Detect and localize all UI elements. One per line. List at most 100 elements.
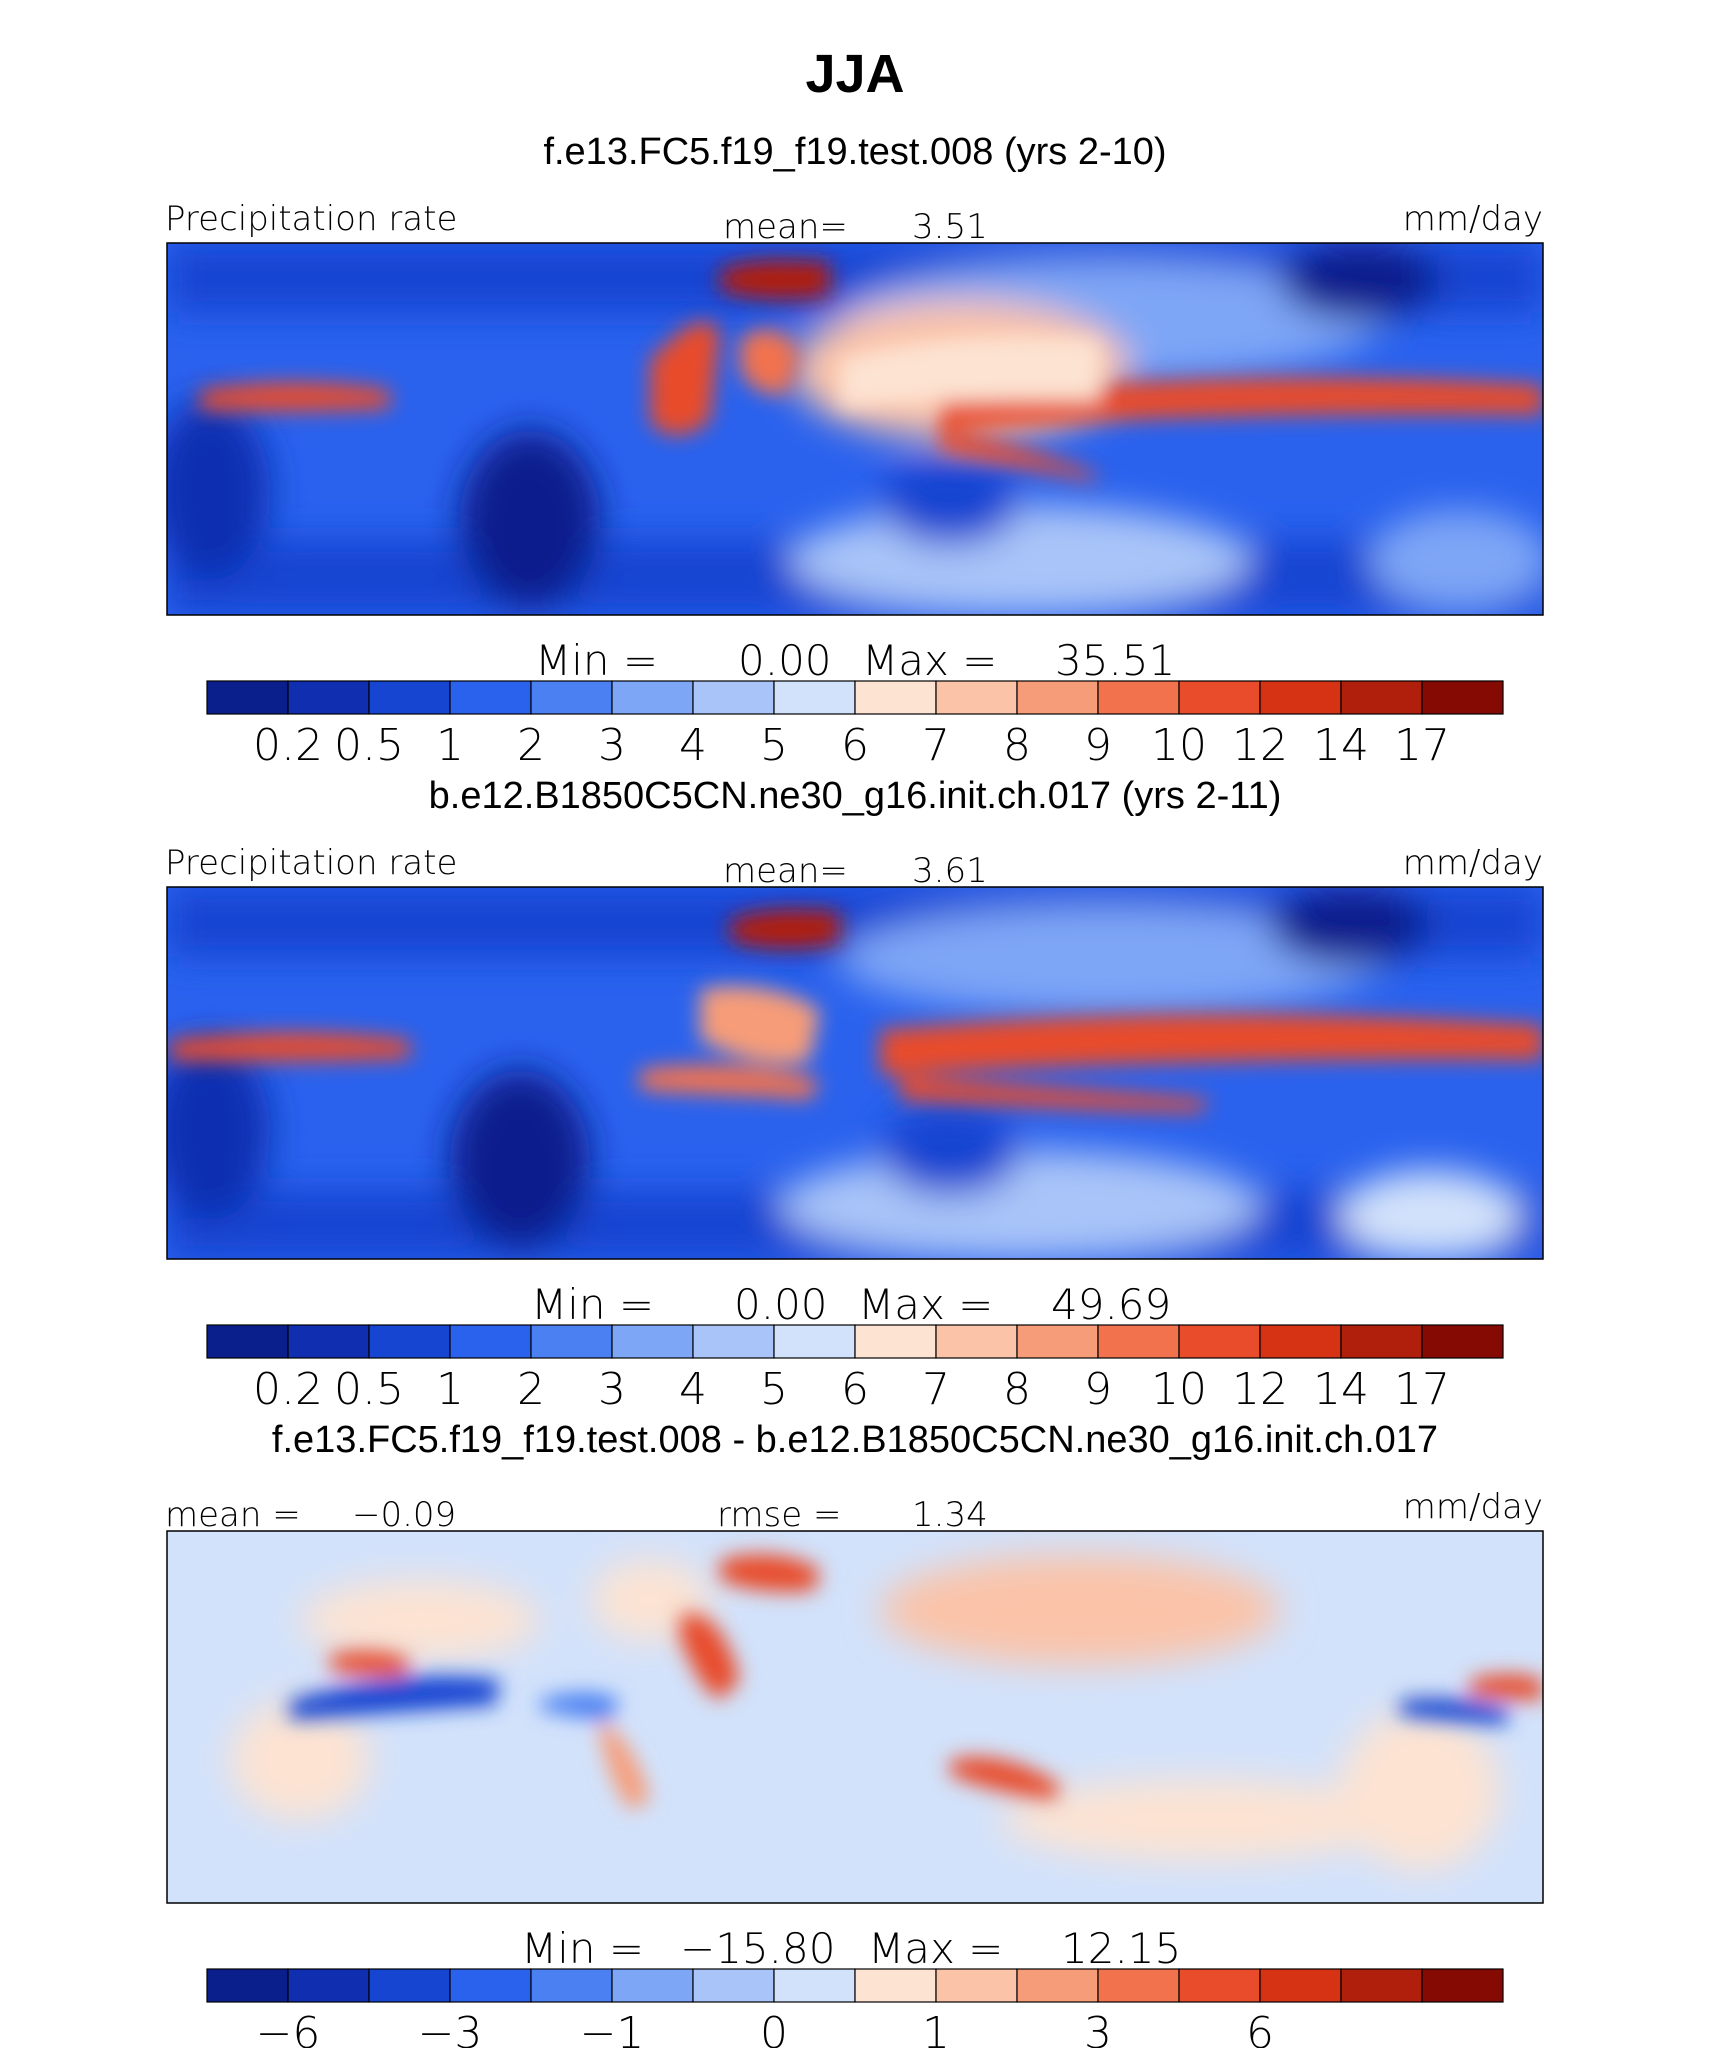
panel-3-colorbar-box: [449, 1968, 532, 2003]
panel-1-colorbar-tick-label: 6: [841, 720, 869, 771]
panel-1-min-value: 0.00: [738, 636, 832, 685]
panel-2-colorbar-box: [287, 1324, 370, 1359]
panel-3-mean-label: mean =: [165, 1495, 301, 1535]
panel-1-colorbar-box: [1259, 680, 1342, 715]
panel-2-map: [167, 887, 1543, 1259]
panel-1-mean-value: 3.51: [912, 207, 988, 247]
panel-2-colorbar-tick-label: 2: [517, 1364, 545, 1415]
panel-2-colorbar-tick-label: 0.5: [334, 1364, 404, 1415]
panel-2-mean-label: mean=: [723, 851, 848, 891]
panel-3: f.e13.FC5.f19_f19.test.008 - b.e12.B1850…: [165, 1419, 1544, 2048]
panel-3-case-title: f.e13.FC5.f19_f19.test.008 - b.e12.B1850…: [272, 1419, 1438, 1461]
panel-2-colorbar-tick-label: 14: [1313, 1364, 1369, 1415]
panel-3-mean-value: −0.09: [352, 1495, 456, 1535]
panel-1-colorbar-tick-label: 1: [436, 720, 464, 771]
panel-1-colorbar-box: [935, 680, 1018, 715]
panel-2-colorbar-tick-label: 8: [1003, 1364, 1031, 1415]
panel-2-colorbar-box: [773, 1324, 856, 1359]
panel-3-colorbar-tick-label: 0: [760, 2008, 788, 2048]
panel-3-colorbar-box: [1178, 1968, 1261, 2003]
panel-3-colorbar-box: [854, 1968, 937, 2003]
panel-1-case-title: f.e13.FC5.f19_f19.test.008 (yrs 2-10): [543, 131, 1166, 173]
panel-3-colorbar-box: [1016, 1968, 1099, 2003]
panel-2-colorbar-tick-label: 5: [760, 1364, 788, 1415]
panel-3-frame: [166, 1530, 1544, 1904]
panel-1-max-value: 35.51: [1055, 636, 1175, 685]
panel-3-colorbar-box: [611, 1968, 694, 2003]
panel-1-colorbar-box: [368, 680, 451, 715]
panel-2-colorbar-tick-label: 6: [841, 1364, 869, 1415]
panel-2-colorbar-box: [530, 1324, 613, 1359]
panel-3-units: mm/day: [1403, 1487, 1543, 1527]
panel-1-map: [167, 243, 1543, 615]
panel-3-colorbar-box: [206, 1968, 289, 2003]
panel-1-colorbar-tick-label: 12: [1232, 720, 1288, 771]
panel-2-mean-value: 3.61: [912, 851, 988, 891]
panel-2-colorbar-box: [611, 1324, 694, 1359]
panel-2-colorbar-box: [368, 1324, 451, 1359]
panel-1-max-label: Max =: [862, 636, 997, 685]
panel-2-max-value: 49.69: [1051, 1280, 1171, 1329]
panel-3-colorbar-box: [1097, 1968, 1180, 2003]
panel-1-colorbar: Min = 0.00 Max = 35.51 0.2 0.5 1 2 3 4 5 6 7 8 9 10…: [206, 636, 1504, 771]
panel-2-colorbar-box: [1097, 1324, 1180, 1359]
panel-3-colorbar-tick-label: 6: [1246, 2008, 1274, 2048]
panel-1-colorbar-box: [287, 680, 370, 715]
panel-2-colorbar-box: [1340, 1324, 1423, 1359]
panel-2-colorbar-tick-label: 3: [598, 1364, 626, 1415]
panel-2-colorbar-box: [1178, 1324, 1261, 1359]
panel-1-mean-label: mean=: [723, 207, 848, 247]
panel-1-colorbar-box: [1178, 680, 1261, 715]
panel-1-colorbar-box: [1097, 680, 1180, 715]
panel-3-colorbar-box: [530, 1968, 613, 2003]
figure-title: JJA: [805, 44, 904, 104]
panel-2-min-label: Min =: [531, 1280, 654, 1329]
panel-1-colorbar-tick-label: 4: [679, 720, 707, 771]
panel-3-min-value: −15.80: [680, 1924, 835, 1973]
panel-3-colorbar-box: [692, 1968, 775, 2003]
panel-1-colorbar-tick-label: 0.5: [334, 720, 404, 771]
panel-2-colorbar-box: [692, 1324, 775, 1359]
panel-1-colorbar-tick-label: 8: [1003, 720, 1031, 771]
panel-2-colorbar-box: [935, 1324, 1018, 1359]
panel-1-colorbar-tick-label: 5: [760, 720, 788, 771]
panel-3-colorbar-box: [368, 1968, 451, 2003]
panel-1-colorbar-box: [854, 680, 937, 715]
panel-1-colorbar-box: [449, 680, 532, 715]
panel-2-colorbar-tick-label: 7: [922, 1364, 950, 1415]
panel-1-min-label: Min =: [535, 636, 658, 685]
panel-3-rmse-value: 1.34: [912, 1495, 988, 1535]
panel-2-colorbar-tick-label: 4: [679, 1364, 707, 1415]
panel-1-colorbar-tick-label: 7: [922, 720, 950, 771]
panel-2-colorbar-box: [1016, 1324, 1099, 1359]
panel-1-colorbar-box: [530, 680, 613, 715]
panel-1-colorbar-tick-label: 9: [1084, 720, 1112, 771]
panel-2-colorbar-tick-label: 12: [1232, 1364, 1288, 1415]
panel-2-colorbar-tick-label: 10: [1151, 1364, 1207, 1415]
panel-3-colorbar-tick-label: −6: [256, 2008, 321, 2048]
panel-2-max-label: Max =: [858, 1280, 993, 1329]
panel-2-colorbar-box: [1421, 1324, 1504, 1359]
panel-3-colorbar-tick-label: 1: [922, 2008, 950, 2048]
panel-1-colorbar-tick-label: 10: [1151, 720, 1207, 771]
panel-1-colorbar-tick-label: 3: [598, 720, 626, 771]
panel-3-min-label: Min =: [521, 1924, 644, 1973]
panel-2-frame: [166, 886, 1544, 1260]
panel-1-colorbar-box: [611, 680, 694, 715]
panel-2-colorbar-tick-label: 0.2: [253, 1364, 323, 1415]
panel-2-colorbar-tick-label: 1: [436, 1364, 464, 1415]
panel-3-colorbar-tick-label: −3: [418, 2008, 483, 2048]
panel-1-colorbar-tick-label: 2: [517, 720, 545, 771]
panel-3-colorbar-tick-label: 3: [1084, 2008, 1112, 2048]
panel-3-colorbar-box: [935, 1968, 1018, 2003]
panel-2-units: mm/day: [1403, 843, 1543, 883]
panel-2-colorbar-box: [854, 1324, 937, 1359]
panel-2-colorbar-box: [449, 1324, 532, 1359]
panel-3-colorbar-box: [1259, 1968, 1342, 2003]
panel-1-colorbar-box: [692, 680, 775, 715]
panel-2-colorbar-box: [206, 1324, 289, 1359]
panel-3-max-value: 12.15: [1061, 1924, 1181, 1973]
panel-1-colorbar-box: [1340, 680, 1423, 715]
panel-2-colorbar-box: [1259, 1324, 1342, 1359]
